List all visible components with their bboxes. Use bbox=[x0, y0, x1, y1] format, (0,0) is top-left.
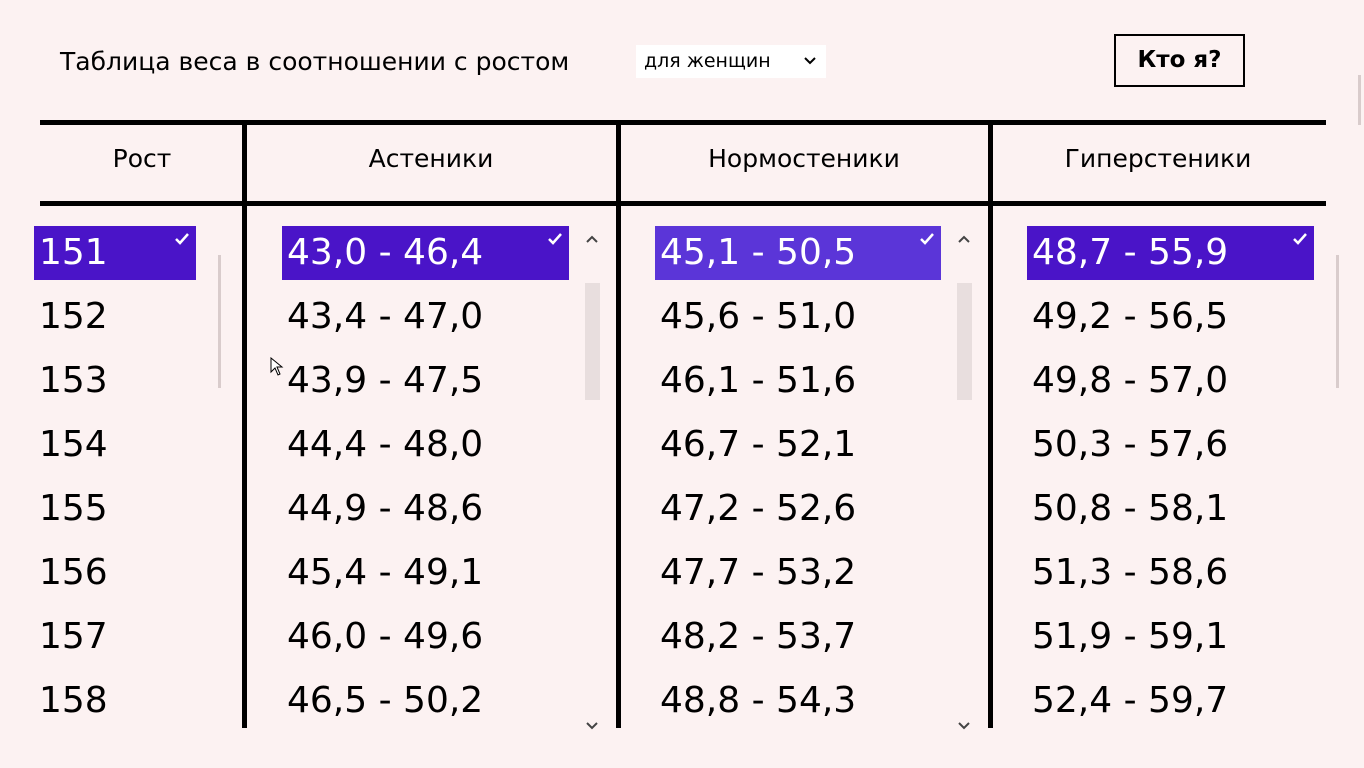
selected-check bbox=[920, 233, 934, 245]
header-bottom-border bbox=[40, 201, 1326, 206]
scrollbar-thumb[interactable] bbox=[585, 283, 600, 400]
who-am-i-button[interactable]: Кто я? bbox=[1114, 34, 1245, 87]
scroll-down[interactable] bbox=[586, 722, 598, 730]
column-header: Нормостеники bbox=[708, 144, 900, 173]
table-cell[interactable]: 52,4 - 59,7 bbox=[1032, 680, 1229, 721]
column-divider bbox=[988, 122, 993, 728]
column-divider bbox=[242, 122, 247, 728]
table-cell[interactable]: 44,4 - 48,0 bbox=[287, 424, 484, 465]
table-cell[interactable]: 153 bbox=[39, 360, 108, 401]
table-cell[interactable]: 43,9 - 47,5 bbox=[287, 360, 484, 401]
table-cell[interactable]: 45,1 - 50,5 bbox=[655, 226, 941, 280]
table-cell[interactable]: 49,8 - 57,0 bbox=[1032, 360, 1229, 401]
table-cell[interactable]: 45,4 - 49,1 bbox=[287, 552, 484, 593]
table-cell[interactable]: 156 bbox=[39, 552, 108, 593]
table-cell[interactable]: 49,2 - 56,5 bbox=[1032, 296, 1229, 337]
table-cell[interactable]: 151 bbox=[34, 226, 196, 280]
selected-check bbox=[175, 233, 189, 245]
table-cell[interactable]: 48,7 - 55,9 bbox=[1027, 226, 1314, 280]
table-cell[interactable]: 46,1 - 51,6 bbox=[660, 360, 857, 401]
scrollbar-thumb[interactable] bbox=[957, 283, 972, 400]
table-cell[interactable]: 50,3 - 57,6 bbox=[1032, 424, 1229, 465]
scrollbar bbox=[1336, 255, 1339, 388]
table-cell[interactable]: 46,0 - 49,6 bbox=[287, 616, 484, 657]
page-title: Таблица веса в соотношении с ростом bbox=[60, 47, 570, 76]
table-cell[interactable]: 47,2 - 52,6 bbox=[660, 488, 857, 529]
scroll-up[interactable] bbox=[958, 235, 970, 243]
table-top-border bbox=[40, 120, 1326, 125]
table-cell[interactable]: 155 bbox=[39, 488, 108, 529]
dropdown-value[interactable]: для женщин bbox=[644, 50, 771, 72]
table-cell[interactable]: 51,9 - 59,1 bbox=[1032, 616, 1229, 657]
table-cell[interactable]: 47,7 - 53,2 bbox=[660, 552, 857, 593]
table-cell[interactable]: 158 bbox=[39, 680, 108, 721]
table-cell[interactable]: 43,0 - 46,4 bbox=[282, 226, 569, 280]
scrollbar bbox=[218, 255, 221, 388]
column-header: Рост bbox=[112, 144, 172, 173]
selected-check bbox=[548, 233, 562, 245]
mouse-cursor bbox=[270, 357, 284, 376]
table-cell[interactable]: 43,4 - 47,0 bbox=[287, 296, 484, 337]
table-cell[interactable]: 44,9 - 48,6 bbox=[287, 488, 484, 529]
column-header: Астеники bbox=[368, 144, 494, 173]
scroll-up[interactable] bbox=[586, 235, 598, 243]
table-cell[interactable]: 154 bbox=[39, 424, 108, 465]
table-cell[interactable]: 46,7 - 52,1 bbox=[660, 424, 857, 465]
selected-check bbox=[1293, 233, 1307, 245]
table-cell[interactable]: 48,2 - 53,7 bbox=[660, 616, 857, 657]
dropdown-arrow bbox=[804, 57, 816, 65]
table-cell[interactable]: 50,8 - 58,1 bbox=[1032, 488, 1229, 529]
gender-dropdown[interactable]: для женщин bbox=[636, 45, 826, 78]
column-divider bbox=[616, 122, 621, 728]
table-cell[interactable]: 157 bbox=[39, 616, 108, 657]
scroll-down[interactable] bbox=[958, 722, 970, 730]
page-scrollbar bbox=[1358, 75, 1361, 125]
table-cell[interactable]: 48,8 - 54,3 bbox=[660, 680, 857, 721]
table-cell[interactable]: 46,5 - 50,2 bbox=[287, 680, 484, 721]
table-cell[interactable]: 45,6 - 51,0 bbox=[660, 296, 857, 337]
table-cell[interactable]: 152 bbox=[39, 296, 108, 337]
column-header: Гиперстеники bbox=[1064, 144, 1252, 173]
table-cell[interactable]: 51,3 - 58,6 bbox=[1032, 552, 1229, 593]
